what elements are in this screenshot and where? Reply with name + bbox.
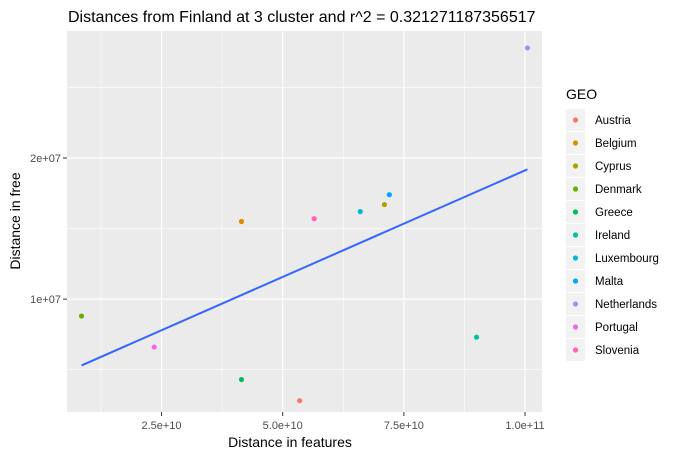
legend-marker — [572, 278, 579, 284]
legend-item-ireland: Ireland — [566, 224, 630, 246]
legend-item-malta: Malta — [566, 270, 624, 292]
legend-marker — [572, 347, 579, 353]
grid-major — [67, 31, 542, 412]
x-tick-label: 5.0e+10 — [263, 420, 303, 432]
grid-minor — [67, 31, 542, 412]
y-tick-label: 1e+07 — [30, 294, 61, 306]
legend-items: Austria Belgium Cyprus Denmark Greece Ireland… — [566, 109, 659, 361]
y-tick-label: 2e+07 — [30, 153, 61, 165]
point-ireland — [473, 334, 480, 340]
point-luxembourg — [357, 209, 363, 215]
point-portugal — [151, 344, 157, 350]
legend-label: Greece — [595, 207, 633, 219]
plot-panel — [67, 31, 542, 412]
legend-marker — [572, 117, 579, 123]
regression-line-layer — [81, 168, 528, 367]
legend-item-portugal: Portugal — [566, 316, 638, 338]
legend-marker — [572, 163, 579, 169]
point-cyprus — [381, 201, 388, 208]
legend-marker — [572, 324, 579, 330]
legend-marker — [572, 140, 579, 146]
legend-label: Netherlands — [595, 299, 657, 311]
x-tick-label: 1.0e+11 — [505, 420, 544, 432]
x-axis-title: Distance in features — [228, 434, 352, 450]
legend-item-luxembourg: Luxembourg — [566, 247, 659, 269]
legend-label: Portugal — [595, 322, 638, 334]
legend-item-greece: Greece — [566, 201, 633, 223]
legend-item-denmark: Denmark — [566, 178, 642, 200]
point-denmark — [78, 313, 85, 319]
legend-label: Cyprus — [595, 161, 632, 173]
legend-item-austria: Austria — [566, 109, 631, 131]
legend-item-slovenia: Slovenia — [566, 339, 640, 361]
point-netherlands — [524, 45, 531, 51]
legend-label: Slovenia — [595, 345, 640, 357]
legend-marker — [572, 186, 579, 192]
chart-title: Distances from Finland at 3 cluster and … — [68, 9, 536, 26]
legend-label: Denmark — [595, 184, 642, 196]
points-layer — [78, 45, 531, 404]
legend-label: Malta — [595, 276, 624, 288]
legend-marker — [572, 301, 579, 307]
legend-label: Luxembourg — [595, 253, 659, 265]
x-tick-label: 7.5e+10 — [384, 420, 424, 432]
point-greece — [238, 376, 245, 383]
legend-item-belgium: Belgium — [566, 132, 637, 154]
x-tick-label: 2.5e+10 — [141, 420, 181, 432]
legend-item-cyprus: Cyprus — [566, 155, 632, 177]
legend: GEO Austria Belgium Cyprus Denmark Greece Ire… — [566, 86, 659, 361]
point-malta — [386, 192, 392, 198]
legend-marker — [572, 209, 579, 215]
legend-label: Austria — [595, 115, 631, 127]
legend-item-netherlands: Netherlands — [566, 293, 657, 315]
y-axis-title: Distance in free — [7, 172, 23, 269]
regression-line — [81, 168, 528, 367]
point-austria — [297, 398, 303, 404]
y-axis: 1e+07 2e+07 — [30, 153, 67, 306]
x-axis: 2.5e+10 5.0e+10 7.5e+10 1.0e+11 — [141, 412, 545, 432]
legend-label: Belgium — [595, 138, 637, 150]
point-slovenia — [311, 216, 317, 222]
legend-title: GEO — [566, 86, 597, 102]
point-belgium — [238, 218, 245, 225]
legend-marker — [572, 255, 579, 261]
legend-label: Ireland — [595, 230, 630, 242]
legend-marker — [572, 232, 579, 238]
